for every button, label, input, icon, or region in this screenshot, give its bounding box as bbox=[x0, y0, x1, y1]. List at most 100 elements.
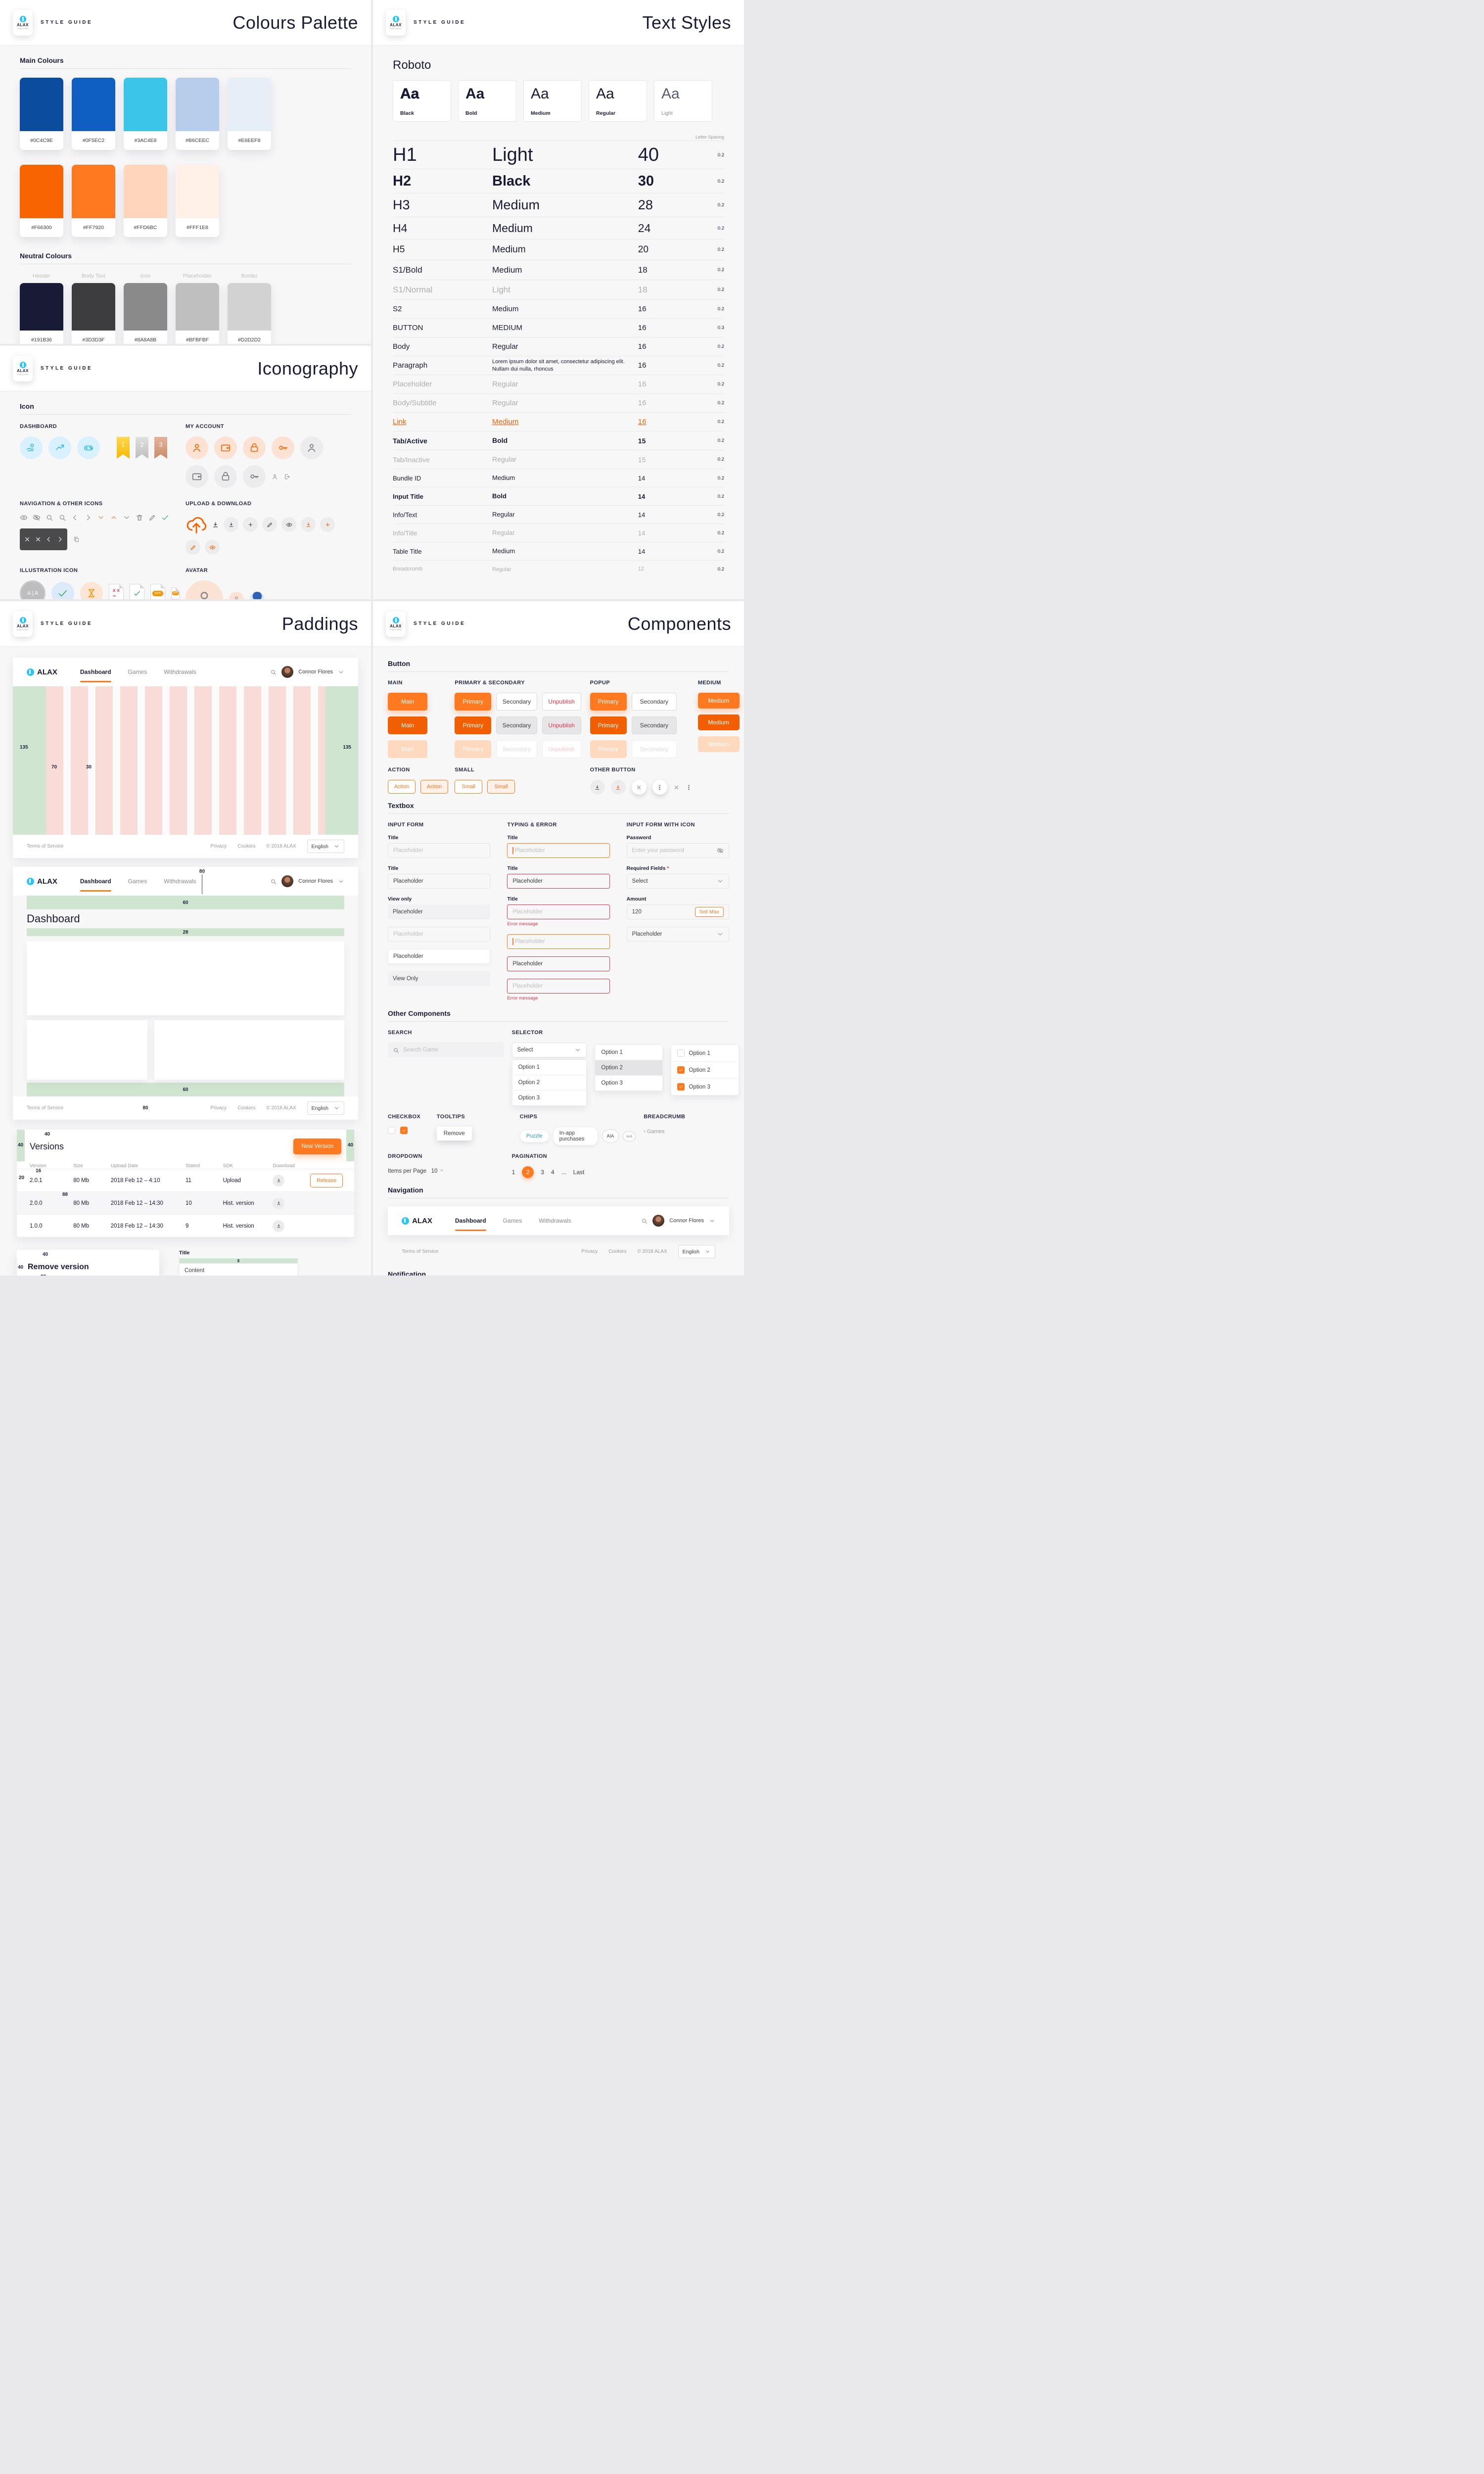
unpublish-button-state0[interactable]: Unpublish bbox=[542, 693, 581, 711]
lock-icon[interactable] bbox=[214, 465, 237, 488]
medium-button-0[interactable]: Medium bbox=[697, 693, 740, 709]
chevron-down-icon[interactable] bbox=[338, 669, 344, 675]
popup-primary-state2[interactable]: Primary bbox=[590, 740, 627, 758]
secondary-button-state0[interactable]: Secondary bbox=[496, 693, 537, 711]
chip-in-app-purchases[interactable]: In-app purchases bbox=[553, 1127, 598, 1145]
wallet-icon[interactable] bbox=[214, 436, 237, 459]
medium-button-1[interactable]: Medium bbox=[697, 714, 740, 730]
selector-select[interactable]: Select bbox=[511, 1043, 587, 1057]
footer-link[interactable]: Privacy bbox=[210, 844, 227, 849]
download-icon[interactable] bbox=[273, 1220, 285, 1232]
input-input[interactable]: Placeholder bbox=[626, 927, 729, 942]
title-input[interactable]: Placeholder bbox=[388, 843, 491, 858]
download-icon[interactable] bbox=[212, 521, 219, 528]
eye-icon-orange[interactable] bbox=[205, 540, 220, 555]
hand-coin-icon[interactable] bbox=[20, 436, 43, 459]
input-input[interactable]: Placeholder bbox=[507, 979, 610, 994]
eye-icon[interactable] bbox=[281, 517, 296, 532]
key-icon[interactable] bbox=[243, 465, 266, 488]
checkbox-unchecked[interactable] bbox=[388, 1127, 395, 1134]
check-option[interactable]: Option 3 bbox=[671, 1078, 739, 1095]
chip-aia[interactable]: AIA bbox=[602, 1129, 619, 1143]
action-button-1[interactable]: Action bbox=[420, 780, 448, 794]
nav-tab-games[interactable]: Games bbox=[503, 1217, 522, 1224]
pencil-icon[interactable] bbox=[262, 517, 277, 532]
search-icon[interactable] bbox=[270, 878, 277, 885]
key-icon[interactable] bbox=[272, 436, 294, 459]
popup-primary-state0[interactable]: Primary bbox=[590, 693, 627, 711]
search-icon[interactable] bbox=[270, 669, 277, 675]
user-name[interactable]: Connor Flores bbox=[298, 669, 333, 675]
unpublish-button-state2[interactable]: Unpublish bbox=[542, 740, 581, 758]
page-link[interactable]: ... bbox=[561, 1169, 566, 1176]
footer-terms[interactable]: Terms of Service bbox=[402, 1249, 439, 1254]
check-green-icon[interactable] bbox=[161, 514, 169, 522]
language-select[interactable]: English bbox=[678, 1245, 715, 1258]
alax-nav-logo[interactable]: ALAX bbox=[27, 877, 57, 886]
nav-tab-games[interactable]: Games bbox=[128, 668, 147, 675]
chevron-up-orange-icon[interactable] bbox=[110, 514, 118, 522]
gamepad-icon[interactable] bbox=[77, 436, 100, 459]
trash-icon[interactable] bbox=[136, 514, 143, 522]
language-select[interactable]: English bbox=[307, 1101, 344, 1115]
page-link[interactable]: 4 bbox=[551, 1169, 555, 1176]
type-name[interactable]: Link bbox=[393, 418, 407, 426]
download-icon[interactable] bbox=[273, 1174, 285, 1187]
avatar[interactable] bbox=[281, 666, 294, 678]
user-icon[interactable] bbox=[272, 474, 278, 480]
plus-icon-orange[interactable] bbox=[320, 517, 335, 532]
footer-link[interactable]: © 2018 ALAX bbox=[637, 1249, 667, 1254]
unpublish-button-state1[interactable]: Unpublish bbox=[542, 716, 581, 734]
page-link[interactable]: 3 bbox=[541, 1169, 544, 1176]
footer-link[interactable]: © 2018 ALAX bbox=[266, 1105, 296, 1111]
check-option[interactable]: Option 2 bbox=[671, 1061, 739, 1078]
download-circle-button-orange[interactable] bbox=[610, 780, 626, 795]
nav-tab-withdrawals[interactable]: Withdrawals bbox=[164, 878, 196, 885]
download-circle-button[interactable] bbox=[590, 780, 605, 795]
items-per-page-dropdown[interactable]: Items per Page 10 bbox=[388, 1168, 444, 1174]
angle-left-icon[interactable] bbox=[46, 536, 52, 543]
plus-icon[interactable] bbox=[243, 517, 258, 532]
footer-terms[interactable]: Terms of Service bbox=[27, 844, 64, 849]
search-icon[interactable] bbox=[46, 514, 53, 522]
page-current[interactable]: 2 bbox=[522, 1166, 534, 1178]
main-button-2[interactable]: Main bbox=[388, 740, 427, 758]
search-input[interactable]: Search Game bbox=[388, 1043, 504, 1057]
chevron-down-icon[interactable] bbox=[338, 878, 344, 885]
primary-button-state0[interactable]: Primary bbox=[455, 693, 492, 711]
alax-nav-logo[interactable]: ALAX bbox=[27, 668, 57, 676]
chip-puzzle[interactable]: Puzzle bbox=[519, 1130, 549, 1142]
title-input[interactable]: Placeholder bbox=[507, 843, 610, 858]
content-input[interactable]: Content bbox=[179, 1263, 298, 1276]
main-button-1[interactable]: Main bbox=[388, 716, 427, 734]
footer-link[interactable]: Cookies bbox=[608, 1249, 627, 1254]
trend-up-icon[interactable] bbox=[48, 436, 71, 459]
angle-left-icon[interactable] bbox=[71, 514, 79, 522]
new-version-button[interactable]: New Version bbox=[293, 1139, 341, 1154]
close-small-icon[interactable] bbox=[35, 536, 42, 543]
view-only-input[interactable]: Placeholder bbox=[388, 904, 491, 919]
pencil-icon-orange[interactable] bbox=[186, 540, 200, 555]
lock-icon[interactable] bbox=[243, 436, 266, 459]
sign-out-icon[interactable] bbox=[284, 474, 290, 480]
option[interactable]: Option 2 bbox=[512, 1075, 587, 1090]
nav-tab-games[interactable]: Games bbox=[128, 878, 147, 885]
action-button-0[interactable]: Action bbox=[388, 780, 416, 794]
avatar[interactable] bbox=[652, 1215, 665, 1227]
download-icon-orange[interactable] bbox=[301, 517, 316, 532]
wallet-icon[interactable] bbox=[186, 465, 208, 488]
popup-primary-state1[interactable]: Primary bbox=[590, 716, 627, 734]
search-small-icon[interactable] bbox=[58, 514, 66, 522]
input-input[interactable]: Placeholder bbox=[507, 934, 610, 949]
password-input[interactable]: Enter your password bbox=[626, 843, 729, 858]
close-circle-button[interactable] bbox=[631, 780, 647, 795]
footer-link[interactable]: Privacy bbox=[581, 1249, 598, 1254]
popup-secondary-state1[interactable]: Secondary bbox=[631, 716, 677, 734]
check-option[interactable]: Option 1 bbox=[671, 1045, 739, 1061]
footer-link[interactable]: Privacy bbox=[210, 1105, 227, 1111]
sell-max-button[interactable]: Sell Max bbox=[695, 907, 724, 917]
nav-tab-dashboard[interactable]: Dashboard bbox=[80, 867, 111, 896]
popup-secondary-state0[interactable]: Secondary bbox=[631, 693, 677, 711]
user-name[interactable]: Connor Flores bbox=[298, 878, 333, 884]
chevron-down-icon[interactable] bbox=[709, 1218, 715, 1224]
